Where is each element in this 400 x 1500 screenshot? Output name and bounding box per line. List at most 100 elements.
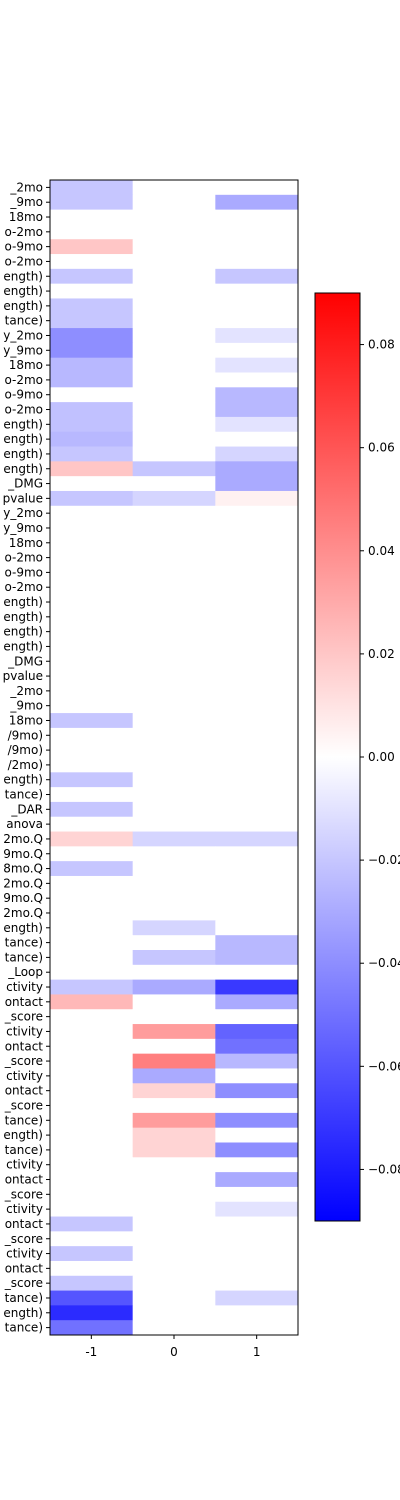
heatmap-cell [132, 209, 216, 225]
heatmap-cell [215, 801, 299, 818]
heatmap-cell [215, 772, 299, 788]
heatmap-cell [132, 283, 216, 299]
y-tick-label: ctivity [6, 1158, 43, 1172]
heatmap-cell [50, 1201, 134, 1217]
y-tick-label: 9mo.Q [3, 891, 43, 905]
heatmap-cell [50, 1098, 134, 1114]
heatmap-cell [50, 1112, 134, 1129]
heatmap-cell [215, 180, 299, 196]
heatmap-cell [50, 875, 134, 892]
heatmap-cell [132, 1024, 216, 1040]
heatmap-cell [50, 861, 134, 877]
y-tick-label: ength) [3, 595, 43, 609]
heatmap-cell [132, 668, 216, 684]
heatmap-cell [215, 964, 299, 981]
heatmap-cell [132, 1201, 216, 1217]
y-tick-label: ength) [3, 1128, 43, 1142]
heatmap-cell [215, 1053, 299, 1069]
heatmap-cell [50, 713, 134, 729]
y-tick-label: ontact [5, 1173, 44, 1187]
heatmap-cell [215, 1320, 299, 1336]
heatmap-cell [132, 431, 216, 447]
x-tick-label: 1 [253, 1345, 261, 1359]
heatmap-cell [132, 1112, 216, 1129]
heatmap-cell [215, 224, 299, 240]
heatmap-cell [50, 1009, 134, 1025]
heatmap-cell [132, 846, 216, 862]
heatmap-cell [132, 1231, 216, 1247]
heatmap-cell [132, 372, 216, 388]
heatmap-cell [215, 313, 299, 329]
x-tick-label: -1 [85, 1345, 97, 1359]
heatmap-cell [50, 727, 134, 744]
heatmap-cell [50, 446, 134, 462]
heatmap-cell [50, 1305, 134, 1321]
heatmap-cell [132, 313, 216, 329]
heatmap-cell [215, 328, 299, 344]
heatmap-cell [132, 239, 216, 255]
heatmap-cell [50, 520, 134, 536]
heatmap-cell [50, 1320, 134, 1336]
heatmap-cell [132, 639, 216, 655]
heatmap-cell [50, 313, 134, 329]
y-tick-label: o-9mo [4, 388, 43, 402]
heatmap-cell [215, 298, 299, 314]
heatmap-cell [215, 505, 299, 521]
heatmap-cell [132, 268, 216, 285]
y-tick-label: ength) [3, 417, 43, 431]
heatmap-cell [50, 816, 134, 832]
x-tick-label: 0 [170, 1345, 178, 1359]
heatmap-cell [50, 920, 134, 936]
y-tick-label: _score [4, 1098, 43, 1112]
heatmap-cell [215, 787, 299, 803]
heatmap-cell [50, 431, 134, 447]
heatmap-cell [132, 476, 216, 492]
heatmap-cell [50, 1127, 134, 1143]
heatmap-cell [215, 416, 299, 433]
heatmap-cell [132, 550, 216, 566]
heatmap-cell [215, 609, 299, 625]
heatmap-cell [215, 727, 299, 744]
heatmap-cell [50, 1142, 134, 1158]
y-tick-label: tance) [5, 1143, 43, 1157]
heatmap-cell [215, 875, 299, 892]
heatmap-cell [132, 1038, 216, 1055]
heatmap-cell [132, 446, 216, 462]
y-tick-label: _2mo [9, 180, 43, 194]
y-tick-label: tance) [5, 1321, 43, 1335]
heatmap-cell [132, 1186, 216, 1203]
heatmap-cell [215, 283, 299, 299]
heatmap-cell [132, 1009, 216, 1025]
heatmap-cell [50, 742, 134, 758]
y-tick-label: _score [4, 1187, 43, 1201]
heatmap-cell [50, 209, 134, 225]
heatmap-cell [132, 565, 216, 581]
plot-frame [49, 179, 299, 1336]
y-tick-label: _2mo [9, 684, 43, 698]
heatmap-cell [132, 1172, 216, 1188]
heatmap-cell [132, 328, 216, 344]
heatmap-cell [50, 1172, 134, 1188]
y-tick-label: ength) [3, 447, 43, 461]
y-tick-label: ctivity [6, 1247, 43, 1261]
heatmap-cell [215, 387, 299, 403]
heatmap-cell [215, 1024, 299, 1040]
y-tick-label: y_2mo [3, 328, 43, 342]
heatmap-cell [132, 535, 216, 551]
heatmap-cell [132, 194, 216, 211]
y-tick-labels: _2mo_9mo18moo-2moo-9moo-2moength)ength)e… [3, 180, 50, 1335]
heatmap-cell [50, 1260, 134, 1277]
y-tick-label: pvalue [3, 669, 43, 683]
heatmap-cell [132, 890, 216, 906]
y-tick-label: ontact [5, 1039, 44, 1053]
heatmap-cell [50, 757, 134, 773]
y-tick-label: _score [4, 1010, 43, 1024]
heatmap-cell [132, 816, 216, 832]
heatmap-cell [215, 1112, 299, 1129]
heatmap-cell [132, 713, 216, 729]
heatmap-cell [50, 624, 134, 640]
y-tick-label: ctivity [6, 1202, 43, 1216]
y-tick-label: o-9mo [4, 240, 43, 254]
heatmap-cell [215, 1275, 299, 1291]
heatmap-cell [132, 1068, 216, 1084]
